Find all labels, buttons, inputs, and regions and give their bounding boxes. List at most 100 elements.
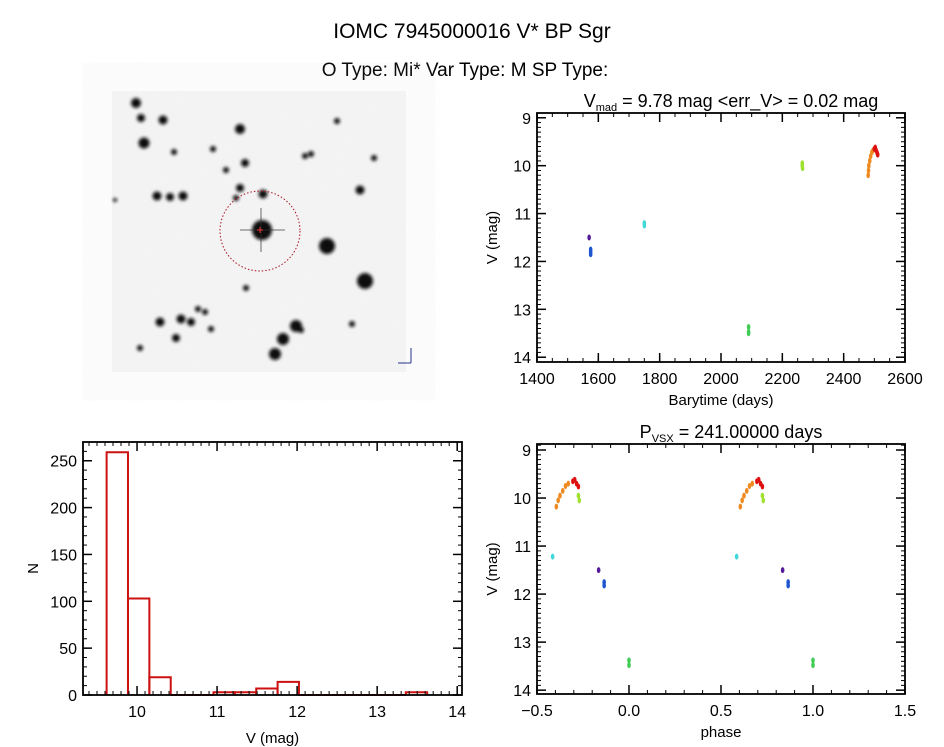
star <box>195 306 201 312</box>
y-axis-label: V (mag) <box>484 211 501 264</box>
star <box>277 333 289 345</box>
phased-point-yellowgreen <box>576 492 581 499</box>
x-tick-label: 12 <box>288 704 306 721</box>
star <box>187 318 195 326</box>
star <box>298 327 304 333</box>
x-tick-label: 1400 <box>519 371 555 388</box>
star <box>334 118 340 124</box>
sky-image <box>112 91 412 372</box>
target-crosshair-icon <box>257 227 263 233</box>
star <box>208 326 214 332</box>
y-tick-label: 10 <box>513 491 531 508</box>
star <box>166 193 174 201</box>
star <box>202 309 208 315</box>
x-tick-label: −0.5 <box>521 703 553 720</box>
phased-point-orange <box>750 480 755 487</box>
phased-point-orange <box>560 487 565 494</box>
y-axis-label: N <box>25 563 42 574</box>
y-tick-label: 200 <box>50 501 77 518</box>
star <box>371 155 377 161</box>
phased-point-orange <box>556 497 560 504</box>
x-tick-label: 13 <box>368 704 386 721</box>
plot-title: PVSX = 241.00000 days <box>640 422 823 445</box>
star <box>349 321 355 327</box>
phased-point-yellowgreen <box>761 497 766 504</box>
star <box>155 317 165 327</box>
y-tick-label: 11 <box>514 207 531 224</box>
star <box>357 273 373 289</box>
y-tick-label: 50 <box>59 641 77 658</box>
plot-title: Vmad = 9.78 mag <err_V> = 0.02 mag <box>584 91 879 114</box>
lightcurve-point-cyan <box>642 222 647 229</box>
star <box>178 191 188 201</box>
phased-point-orange <box>558 492 562 499</box>
y-tick-label: 10 <box>513 159 531 176</box>
star <box>236 184 244 192</box>
x-tick-label: 2200 <box>765 371 801 388</box>
phased-frame <box>536 443 906 695</box>
phased-point-orange <box>747 483 752 490</box>
plot-title-symbol: V <box>584 91 596 111</box>
y-tick-label: 12 <box>513 587 531 604</box>
star <box>131 98 141 108</box>
y-tick-label: 150 <box>50 547 77 564</box>
histogram-bar <box>404 691 429 695</box>
x-tick-label: 1.0 <box>802 703 824 720</box>
star <box>355 185 365 195</box>
x-tick-label: 0.5 <box>710 703 732 720</box>
phased-point-purple <box>780 567 785 574</box>
histogram-bar <box>126 597 151 695</box>
phased-point-orange <box>744 487 749 494</box>
plot-title-symbol: P <box>640 422 652 442</box>
phased-point-green <box>811 662 815 669</box>
y-tick-label: 14 <box>513 350 531 367</box>
lightcurve-point-orange <box>866 167 871 174</box>
star <box>233 195 239 201</box>
star <box>308 151 314 157</box>
star <box>243 285 249 291</box>
x-tick-label: 14 <box>448 704 466 721</box>
lightcurve-point-green <box>746 330 751 337</box>
x-axis-label: V (mag) <box>246 730 299 747</box>
histogram-bar <box>148 676 172 695</box>
x-tick-label: 11 <box>209 704 226 721</box>
star <box>138 137 150 149</box>
lightcurve-point-red <box>875 151 880 158</box>
histogram-plot: 10 11 12 13 14 0 50 100 150 200 250 V (mag) N <box>25 441 466 747</box>
lightcurve-point-orange <box>867 162 871 169</box>
star <box>258 189 268 199</box>
phased-point-purple <box>596 567 601 574</box>
x-tick-label: 2000 <box>703 371 739 388</box>
phased-point-blue <box>602 582 606 589</box>
y-tick-label: 9 <box>522 443 531 460</box>
star <box>171 149 177 155</box>
y-tick-label: 9 <box>522 111 531 128</box>
histogram-bar <box>276 680 300 695</box>
lightcurve-point-orange <box>867 157 872 164</box>
lightcurve-point-green <box>746 324 751 331</box>
star <box>152 191 162 201</box>
figure-subtitle: O Type: Mi* Var Type: M SP Type: <box>322 60 609 81</box>
y-axis-label: V (mag) <box>484 542 501 595</box>
plot-title-subscript: mad <box>596 102 617 114</box>
star <box>176 314 186 324</box>
histogram-frame <box>82 441 463 696</box>
plot-title-subscript: VSX <box>652 433 675 445</box>
y-tick-label: 14 <box>513 683 531 700</box>
star <box>113 198 117 202</box>
lightcurve-plot: 1400 1600 1800 2000 2200 2400 2600 9 10 11 12 13 14 B… <box>484 91 923 409</box>
y-tick-label: 12 <box>513 254 531 271</box>
phased-point-cyan <box>550 553 555 560</box>
phased-point-orange <box>740 497 744 504</box>
star <box>302 153 308 159</box>
figure-title: IOMC 7945000016 V* BP Sgr <box>333 20 610 43</box>
histogram-bar <box>255 687 279 695</box>
star <box>210 146 216 152</box>
phased-point-yellowgreen <box>577 497 582 504</box>
phased-point-orange <box>563 483 568 490</box>
lightcurve-point-yellowgreen <box>800 165 805 172</box>
phased-plot: −0.5 0.0 0.5 1.0 1.5 9 10 11 12 13 14 phase V (mag) P… <box>484 422 916 741</box>
star <box>223 167 229 173</box>
phased-point-yellowgreen <box>760 492 765 499</box>
lightcurve-frame <box>536 112 906 363</box>
